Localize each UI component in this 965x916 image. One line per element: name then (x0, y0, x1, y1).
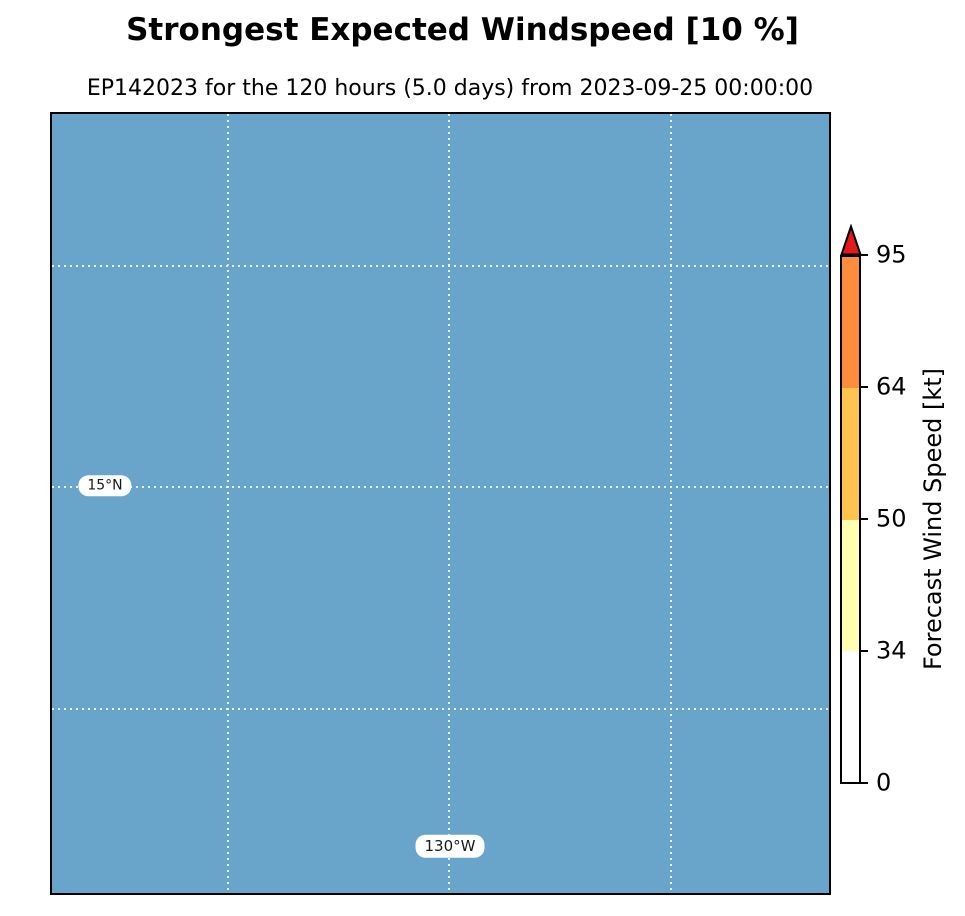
gridline-meridian-135w (227, 114, 229, 893)
colorbar-tick-label: 0 (876, 768, 892, 797)
colorbar-body (840, 255, 861, 784)
chart-title: Strongest Expected Windspeed [10 %] (126, 12, 799, 48)
colorbar-over-triangle (840, 224, 862, 256)
map-canvas: 15°N 130°W (50, 112, 831, 895)
colorbar-tick-label: 64 (876, 372, 907, 401)
latitude-label: 15°N (78, 475, 132, 497)
colorbar-tick-mark (859, 650, 868, 653)
colorbar-segment (842, 519, 859, 651)
longitude-label: 130°W (415, 834, 485, 858)
gridline-parallel-20n (52, 265, 829, 267)
colorbar-segment (842, 257, 859, 389)
colorbar-segment (842, 388, 859, 520)
colorbar-tick-mark (859, 782, 868, 785)
colorbar-tick-label: 34 (876, 636, 907, 665)
gridline-parallel-15n (52, 486, 829, 488)
colorbar-tick-label: 50 (876, 504, 907, 533)
gridline-meridian-125w (670, 114, 672, 893)
colorbar-tick-mark (859, 386, 868, 389)
gridline-parallel-10n (52, 708, 829, 710)
colorbar-tick-mark (859, 254, 868, 257)
colorbar-segment (842, 650, 859, 782)
colorbar-tick-mark (859, 518, 868, 521)
colorbar-axis-label: Forecast Wind Speed [kt] (919, 367, 947, 671)
chart-subtitle: EP142023 for the 120 hours (5.0 days) fr… (86, 76, 814, 101)
colorbar-ticks: 95 64 50 34 0 (859, 243, 965, 795)
gridline-meridian-130w (448, 114, 450, 893)
colorbar-tick-label: 95 (876, 240, 907, 269)
